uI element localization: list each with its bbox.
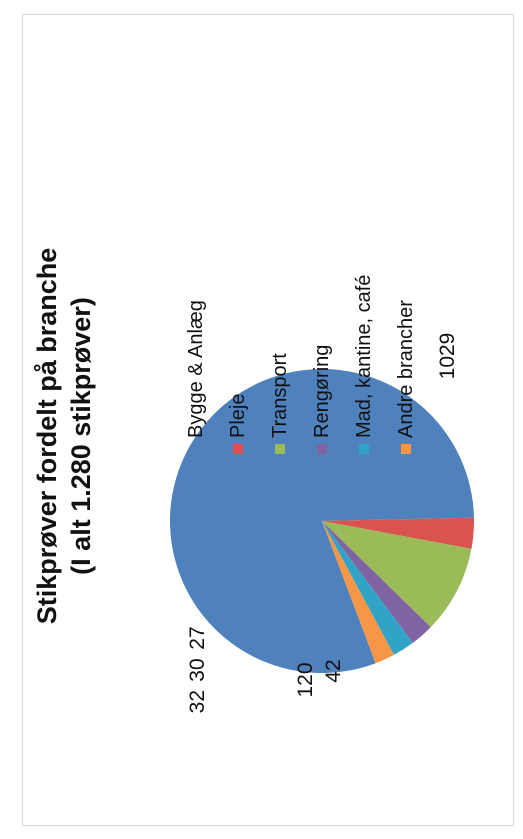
legend-item-1: Bygge & Anlæg — [184, 300, 208, 454]
pie-slice-3 — [322, 521, 472, 628]
legend-item-3: Transport — [268, 353, 292, 454]
pie-slice-4 — [322, 521, 431, 643]
legend-label: Bygge & Anlæg — [184, 300, 207, 438]
legend-label: Rengøring — [310, 344, 333, 438]
legend-item-6: Andre brancher — [394, 300, 418, 454]
legend-label: Mad, kantine, café — [352, 274, 375, 438]
legend-label: Andre brancher — [394, 300, 417, 438]
data-label-4: 32 — [186, 690, 209, 713]
legend-label: Pleje — [226, 393, 249, 438]
legend-swatch — [317, 444, 327, 454]
legend-swatch — [275, 444, 285, 454]
legend-swatch — [359, 444, 369, 454]
data-label-5: 30 — [186, 658, 209, 681]
pie-slice-5 — [322, 521, 413, 655]
legend-label: Transport — [268, 353, 291, 438]
data-label-2: 42 — [322, 659, 345, 682]
legend-swatch — [191, 444, 201, 454]
page-frame — [22, 14, 514, 826]
pie-slice-1 — [170, 369, 474, 673]
chart-container: Stikprøver fordelt på branche (I alt 1.2… — [22, 14, 514, 826]
data-label-3: 120 — [294, 662, 317, 697]
legend-item-4: Rengøring — [310, 345, 334, 454]
pie-slice-2 — [322, 517, 474, 549]
data-label-6: 27 — [186, 626, 209, 649]
legend-item-2: Pleje — [226, 394, 250, 454]
legend-swatch — [401, 444, 411, 454]
pie-slice-6 — [322, 521, 394, 664]
legend-item-5: Mad, kantine, café — [352, 275, 376, 454]
data-label-1: 1029 — [436, 333, 459, 380]
legend-swatch — [233, 444, 243, 454]
